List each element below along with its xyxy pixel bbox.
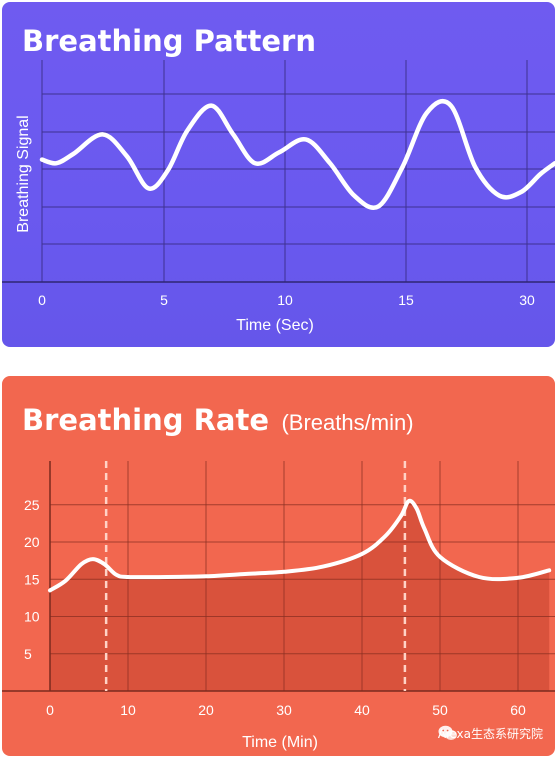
rate-y-ticks: 5 10 15 20 25 [24, 497, 40, 662]
rate-y-tick-label: 20 [24, 534, 40, 550]
rate-x-tick-label: 50 [432, 702, 448, 718]
breathing-rate-card: Breathing Rate (Breaths/min) 5 10 15 20 25 0… [2, 376, 555, 756]
rate-x-ticks: 0 10 20 30 40 50 60 [46, 702, 526, 718]
pattern-grid [2, 60, 555, 283]
rate-x-tick-label: 30 [276, 702, 292, 718]
wechat-icon [438, 725, 457, 740]
breathing-signal-line [39, 98, 555, 210]
pattern-x-tick-label: 0 [38, 292, 46, 308]
pattern-x-ticks: 0 5 10 15 30 [38, 292, 535, 308]
breathing-pattern-title: Breathing Pattern [22, 24, 316, 58]
pattern-x-tick-label: 5 [160, 292, 168, 308]
rate-markers [104, 461, 407, 691]
pattern-x-tick-label: 30 [519, 292, 535, 308]
rate-y-tick-label: 15 [24, 571, 40, 587]
breathing-rate-subtitle: (Breaths/min) [281, 410, 413, 435]
breathing-rate-line [48, 498, 552, 593]
watermark: Alexa生态系研究院 [438, 725, 543, 742]
watermark-text: Alexa生态系研究院 [437, 727, 543, 741]
breathing-rate-heading: Breathing Rate (Breaths/min) [22, 403, 414, 437]
rate-y-tick-label: 10 [24, 609, 40, 625]
breathing-rate-title: Breathing Rate [22, 403, 269, 437]
rate-y-tick-label: 25 [24, 497, 40, 513]
rate-x-axis-label: Time (Min) [242, 734, 318, 751]
rate-y-tick-label: 5 [24, 646, 32, 662]
breathing-rate-chart: Breathing Rate (Breaths/min) 5 10 15 20 25 0… [2, 403, 555, 751]
rate-x-tick-label: 10 [120, 702, 136, 718]
rate-x-tick-label: 20 [198, 702, 214, 718]
rate-x-tick-label: 60 [510, 702, 526, 718]
pattern-y-axis-label: Breathing Signal [15, 115, 32, 232]
pattern-x-axis-label: Time (Sec) [236, 317, 314, 334]
pattern-x-tick-label: 10 [277, 292, 293, 308]
rate-x-tick-label: 40 [354, 702, 370, 718]
pattern-x-tick-label: 15 [398, 292, 414, 308]
breathing-pattern-chart: Breathing Pattern 0 5 10 15 30 Time (Sec) Br… [2, 24, 555, 334]
breathing-rate-area [50, 500, 550, 691]
rate-x-tick-label: 0 [46, 702, 54, 718]
breathing-pattern-card: Breathing Pattern 0 5 10 15 30 Time (Sec) Br… [2, 2, 555, 347]
